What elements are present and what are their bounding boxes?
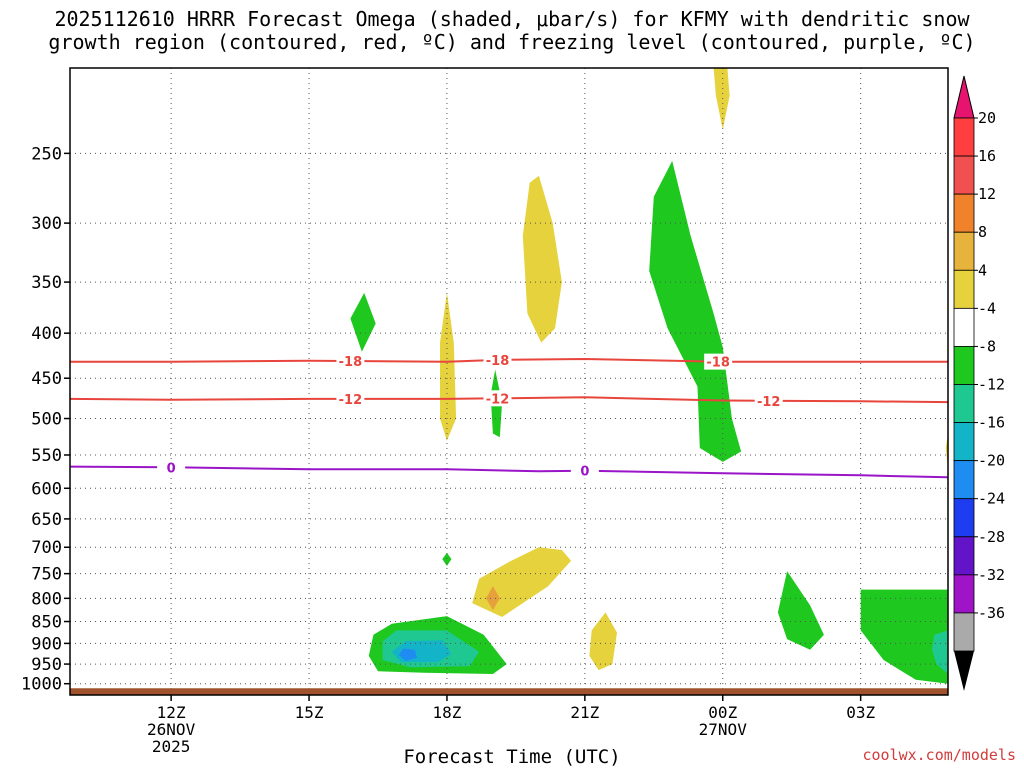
colorbar-swatch [953, 384, 975, 423]
contour-label: 0 [580, 465, 589, 480]
omega-region-green-01z [777, 571, 824, 650]
colorbar-swatch [953, 574, 975, 614]
colorbar-swatch [953, 422, 975, 462]
x-tick-date: 26NOV [147, 720, 196, 739]
colorbar-label: 4 [978, 261, 987, 279]
colorbar-label: -20 [978, 452, 1005, 470]
colorbar-label: -16 [978, 414, 1005, 432]
credit-link[interactable]: coolwx.com/models [862, 746, 1016, 764]
colorbar-bottom-arrow [954, 651, 974, 691]
colorbar-label: -12 [978, 376, 1005, 394]
colorbar-top-arrow [953, 75, 975, 119]
contour-label-bg [483, 390, 512, 407]
y-tick-label: 400 [31, 324, 62, 344]
colorbar-label: 12 [978, 185, 996, 203]
y-tick-label: 500 [31, 410, 62, 430]
colorbar-swatch [953, 269, 975, 309]
x-tick-label: 21Z [570, 703, 599, 722]
x-tick-label: 15Z [295, 703, 324, 722]
omega-region-yellow-20z-lower [472, 547, 572, 617]
contour-label: -18 [339, 355, 363, 370]
y-tick-label: 300 [31, 214, 62, 234]
colorbar-label: -24 [978, 490, 1005, 508]
colorbar-swatch [953, 155, 975, 195]
x-tick-label: 12Z [157, 703, 186, 722]
contour-label: -18 [706, 356, 730, 371]
chart-title-line-1: 2025112610 HRRR Forecast Omega (shaded, … [54, 7, 970, 31]
omega-region-upper-green-2330z [649, 160, 742, 462]
y-tick-label: 800 [31, 589, 62, 609]
omega-region-upper-yellow-2030z [522, 175, 562, 343]
omega-region-upper-yellow-0z [713, 68, 730, 130]
colorbar-swatch [953, 460, 975, 500]
omega-region-green-03z-edge [860, 589, 948, 684]
contour-label: -18 [486, 354, 510, 369]
plot-area: -18 -18 -18 -12 -12 -12 0 0 [70, 68, 948, 695]
chart-title-line-2: growth region (contoured, red, ºC) and f… [48, 30, 976, 54]
plot-frame [69, 67, 949, 696]
y-tick-label: 900 [31, 634, 62, 654]
x-axis-label: Forecast Time (UTC) [403, 746, 621, 768]
y-tick-label: 850 [31, 613, 62, 633]
contour-label-bg [336, 353, 365, 370]
y-tick-label: 550 [31, 446, 62, 466]
ground-strip [70, 688, 948, 695]
colorbar-label: -4 [978, 299, 996, 317]
colorbar-label: 8 [978, 223, 987, 241]
colorbar-label: -36 [978, 604, 1005, 622]
y-tick-label: 650 [31, 510, 62, 530]
colorbar-swatch [953, 498, 975, 538]
colorbar-swatch [953, 346, 975, 385]
omega-region-yellow-18z [440, 292, 457, 441]
colorbar-swatch [953, 612, 975, 652]
omega-region-green-16z [350, 292, 376, 352]
omega-region-yellow-2230z [589, 612, 617, 671]
omega-region-blue-17z [398, 648, 418, 661]
x-tick-date: 27NOV [699, 720, 748, 739]
omega-region-green-18z-dot [442, 552, 452, 566]
colorbar-label: 16 [978, 147, 996, 165]
y-tick-label: 700 [31, 538, 62, 558]
colorbar-swatch [953, 193, 975, 233]
y-tick-label: 450 [31, 369, 62, 389]
colorbar-label: -28 [978, 528, 1005, 546]
contour-label-bg [570, 462, 599, 479]
omega-region-teal-03z-edge [931, 630, 948, 674]
y-tick-label: 750 [31, 565, 62, 585]
contour-label-bg [157, 459, 186, 476]
x-tick-label: 00Z [708, 703, 737, 722]
contour-label: 0 [167, 461, 176, 476]
x-tick-year: 2025 [152, 737, 191, 756]
contour-label: -12 [757, 395, 781, 410]
contour-dendritic-lower [70, 396, 948, 404]
y-tick-label: 1000 [21, 675, 62, 695]
x-tick-label: 03Z [846, 703, 875, 722]
contour-label-bg [483, 351, 512, 368]
y-tick-label: 350 [31, 273, 62, 293]
y-tick-label: 600 [31, 479, 62, 499]
y-tick-label: 950 [31, 655, 62, 675]
contour-label-bg [336, 390, 365, 407]
colorbar-swatch [953, 536, 975, 576]
y-tick-label: 250 [31, 144, 62, 164]
contour-label-bg [754, 392, 783, 409]
contour-label-bg [704, 353, 733, 370]
contour-label: -12 [339, 393, 363, 408]
colorbar-swatch [953, 117, 975, 157]
x-tick-label: 18Z [432, 703, 461, 722]
colorbar-label: -8 [978, 337, 996, 355]
colorbar-label: 20 [978, 109, 996, 127]
colorbar-swatch [953, 231, 975, 271]
omega-region-orange-1910z [486, 586, 500, 611]
colorbar-label: -32 [978, 566, 1005, 584]
contour-label: -12 [486, 392, 510, 407]
contour-freezing-level [70, 465, 948, 479]
colorbar-swatch [953, 307, 975, 347]
